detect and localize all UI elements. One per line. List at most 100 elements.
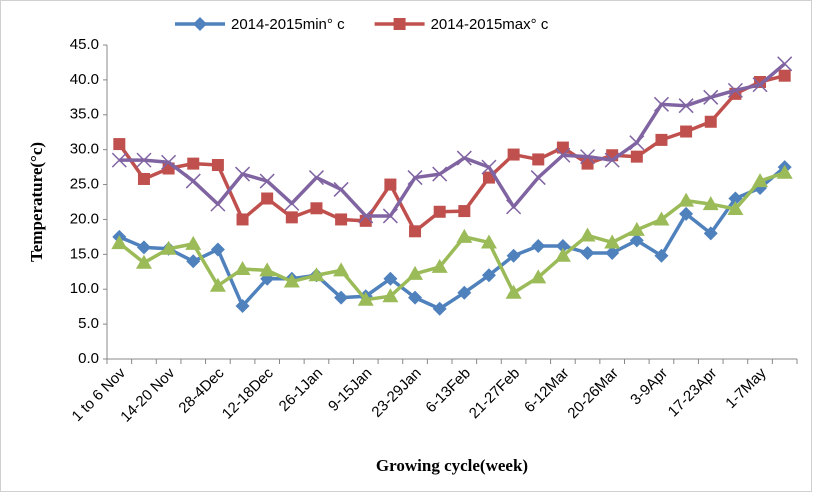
- y-tick-label: 25.0: [70, 176, 99, 193]
- marker: [555, 238, 570, 253]
- marker: [432, 166, 448, 182]
- y-tick-label: 30.0: [70, 141, 99, 158]
- marker: [135, 254, 152, 269]
- marker: [532, 153, 545, 166]
- marker: [308, 267, 325, 282]
- series-line: [118, 171, 786, 302]
- y-tick-label: 35.0: [70, 106, 99, 123]
- marker: [407, 170, 423, 186]
- marker: [630, 150, 643, 163]
- marker: [136, 240, 151, 255]
- marker: [629, 233, 644, 248]
- marker: [358, 208, 374, 224]
- marker: [187, 157, 200, 170]
- marker: [209, 277, 226, 292]
- marker: [335, 213, 348, 226]
- x-tick-label: 14-20 Nov: [117, 364, 178, 425]
- x-tick-label: 23-29Jan: [368, 365, 424, 421]
- marker: [111, 235, 128, 250]
- marker: [654, 248, 669, 263]
- marker: [777, 56, 793, 72]
- marker: [161, 154, 177, 170]
- marker: [383, 271, 398, 286]
- marker: [310, 202, 323, 215]
- marker: [776, 164, 793, 179]
- x-tick-label: 3-9Apr: [627, 365, 671, 409]
- marker: [408, 290, 423, 305]
- marker: [580, 245, 595, 260]
- marker: [111, 152, 127, 168]
- marker: [605, 245, 620, 260]
- series-line: [119, 62, 786, 218]
- marker: [604, 152, 620, 168]
- marker: [456, 150, 472, 166]
- marker: [261, 192, 274, 205]
- marker: [778, 69, 791, 82]
- marker: [334, 290, 349, 305]
- marker: [579, 227, 596, 242]
- x-tick-label: 21-27Feb: [466, 365, 523, 422]
- marker: [284, 195, 300, 211]
- marker: [384, 178, 397, 191]
- marker: [629, 135, 645, 151]
- marker: [211, 159, 224, 172]
- marker: [210, 196, 226, 212]
- legend-marker: [193, 17, 207, 31]
- marker: [308, 170, 324, 186]
- marker: [703, 226, 718, 241]
- marker: [702, 196, 719, 211]
- marker: [185, 235, 202, 250]
- y-tick-label: 20.0: [70, 210, 99, 227]
- marker: [628, 221, 645, 236]
- marker: [653, 211, 670, 226]
- x-tick-label: 26-1Jan: [276, 365, 326, 415]
- marker: [407, 265, 424, 280]
- marker: [530, 170, 546, 186]
- marker: [409, 225, 422, 238]
- marker: [210, 242, 225, 257]
- marker: [285, 211, 298, 224]
- y-tick-label: 40.0: [70, 71, 99, 88]
- marker: [678, 98, 694, 114]
- marker: [431, 258, 448, 273]
- marker: [259, 173, 275, 189]
- marker: [456, 228, 473, 243]
- y-tick-label: 15.0: [70, 245, 99, 262]
- marker: [113, 138, 126, 151]
- x-tick-label: 1-7May: [722, 364, 770, 412]
- marker: [235, 298, 250, 313]
- marker: [604, 234, 621, 249]
- marker: [359, 214, 372, 227]
- marker: [556, 141, 569, 154]
- marker: [679, 206, 694, 221]
- legend-marker: [393, 18, 406, 30]
- marker: [481, 268, 496, 283]
- marker: [458, 205, 471, 218]
- marker: [357, 291, 374, 306]
- marker: [703, 89, 719, 105]
- x-tick-label: 12-18Dec: [219, 364, 277, 422]
- y-tick-label: 10.0: [70, 280, 99, 297]
- marker: [653, 96, 669, 112]
- marker: [678, 192, 695, 207]
- x-tick-label: 20-26Mar: [564, 365, 621, 422]
- marker: [333, 262, 350, 277]
- marker: [752, 77, 768, 93]
- marker: [680, 125, 693, 138]
- x-tick-label: 17-23Apr: [665, 365, 721, 421]
- marker: [136, 152, 152, 168]
- marker: [382, 288, 399, 303]
- marker: [728, 191, 743, 206]
- marker: [137, 172, 150, 185]
- marker: [382, 208, 398, 224]
- marker: [704, 115, 717, 128]
- marker: [236, 213, 249, 226]
- marker: [432, 301, 447, 316]
- marker: [235, 166, 251, 182]
- marker: [481, 159, 497, 175]
- marker: [480, 234, 497, 249]
- marker: [530, 269, 547, 284]
- marker: [259, 262, 276, 277]
